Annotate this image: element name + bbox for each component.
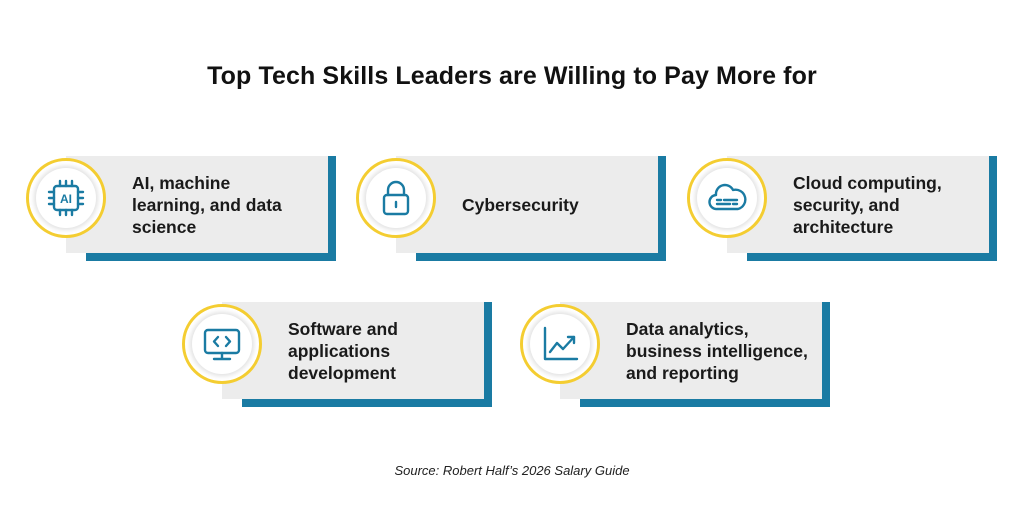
skill-card-cybersecurity: Cybersecurity <box>356 156 666 261</box>
ai-chip-icon: AI <box>47 179 85 217</box>
skill-label: Cybersecurity <box>462 194 579 215</box>
skill-card-software: Software and applications development <box>182 302 492 407</box>
icon-badge <box>192 314 252 374</box>
icon-badge <box>366 168 426 228</box>
skill-card-data-analytics: Data analytics, business intelligence, a… <box>520 302 830 407</box>
icon-badge: AI <box>36 168 96 228</box>
card-panel <box>560 302 822 399</box>
card-panel <box>222 302 484 399</box>
skill-label: Cloud computing, security, and architect… <box>793 172 942 237</box>
ai-chip-text: AI <box>60 192 72 206</box>
card-panel <box>66 156 328 253</box>
trend-chart-icon <box>543 326 579 361</box>
icon-circle <box>687 158 767 238</box>
skill-card-cloud: Cloud computing, security, and architect… <box>687 156 997 261</box>
icon-badge <box>697 168 757 228</box>
code-monitor-icon <box>203 328 241 361</box>
skill-label: Software and applications development <box>288 318 398 383</box>
page-title: Top Tech Skills Leaders are Willing to P… <box>207 62 817 90</box>
icon-circle <box>520 304 600 384</box>
icon-circle: AI <box>26 158 106 238</box>
skill-card-ai: AI AI, machine learning, and data scienc… <box>26 156 336 261</box>
card-panel <box>396 156 658 253</box>
source-note: Source: Robert Half’s 2026 Salary Guide <box>394 463 630 478</box>
skill-label: AI, machine learning, and data science <box>132 172 282 237</box>
skill-label: Data analytics, business intelligence, a… <box>626 318 808 383</box>
padlock-icon <box>382 180 410 216</box>
icon-badge <box>530 314 590 374</box>
cloud-icon <box>708 183 747 211</box>
icon-circle <box>182 304 262 384</box>
card-panel <box>727 156 989 253</box>
icon-circle <box>356 158 436 238</box>
